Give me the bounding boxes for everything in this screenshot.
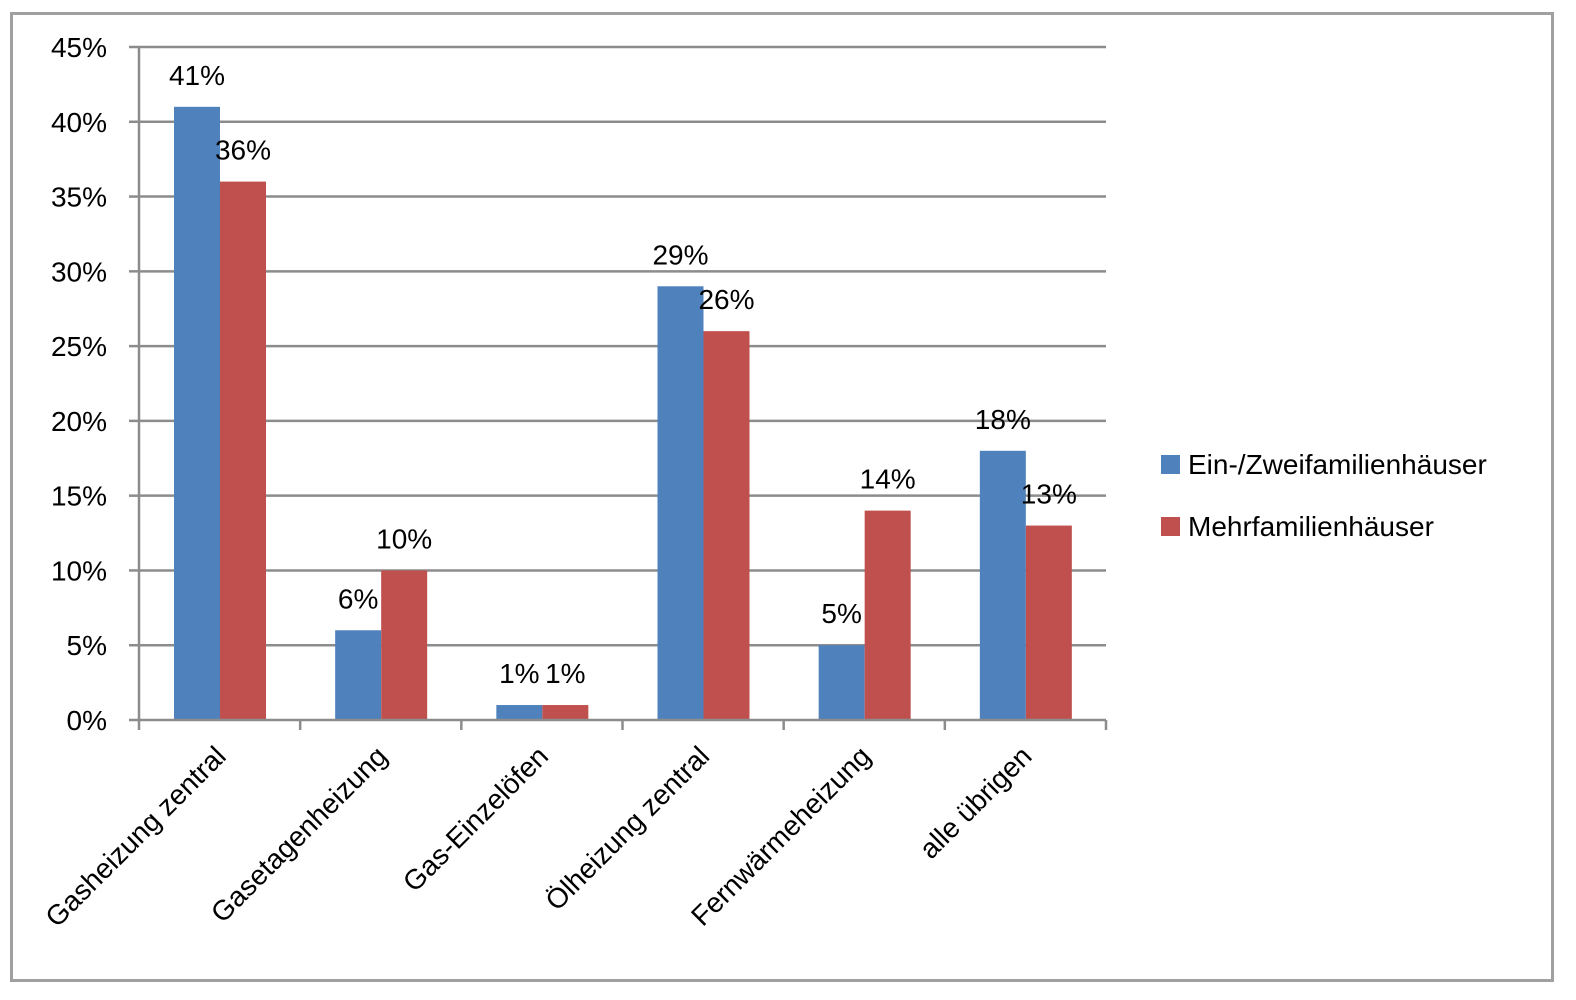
bar-mehrfamilien [703,331,750,720]
chart-frame [10,12,1554,982]
data-label: 10% [376,523,432,554]
data-label: 14% [860,464,916,495]
y-tick-label: 15% [51,481,107,512]
data-label: 1% [545,658,585,689]
bar-mehrfamilien [220,181,266,721]
x-tick-label: Ölheizung zentral [539,740,715,916]
y-tick-label: 10% [51,555,107,586]
x-tick-label: Gasheizung zentral [39,740,232,933]
y-tick-label: 30% [51,256,107,287]
y-tick-label: 35% [51,182,107,213]
legend-swatch [1161,455,1180,474]
data-label: 36% [215,135,271,166]
legend-label: Ein-/Zweifamilienhäuser [1188,449,1487,480]
y-tick-label: 5% [67,630,107,661]
bar-mehrfamilien [381,570,428,720]
y-tick-label: 20% [51,406,107,437]
data-label: 29% [652,239,708,270]
bar-ein-zweifamilien [657,286,704,720]
x-tick-label: Gas-Einzelöfen [397,740,554,897]
data-label: 26% [698,284,754,315]
y-tick-label: 45% [51,32,107,63]
data-label: 13% [1021,479,1077,510]
x-tick-label: Gasetagenheizung [205,740,393,928]
bar-mehrfamilien [864,510,911,720]
bar-ein-zweifamilien [979,450,1026,720]
bar-ein-zweifamilien [335,630,382,720]
data-label: 18% [975,404,1031,435]
y-tick-label: 40% [51,107,107,138]
data-label: 41% [169,60,225,91]
x-tick-label: Fernwärmeheizung [685,740,876,931]
data-label: 1% [499,658,539,689]
y-tick-label: 0% [67,705,107,736]
y-tick-label: 25% [51,331,107,362]
legend-label: Mehrfamilienhäuser [1188,511,1434,542]
bar-mehrfamilien [1025,525,1072,720]
bar-ein-zweifamilien [174,106,220,721]
bar-ein-zweifamilien [496,705,543,720]
data-label: 6% [338,583,378,614]
x-tick-label: alle übrigen [913,740,1037,864]
data-label: 5% [821,598,861,629]
bar-ein-zweifamilien [818,645,865,720]
legend-swatch [1161,517,1180,536]
bar-mehrfamilien [542,705,589,720]
